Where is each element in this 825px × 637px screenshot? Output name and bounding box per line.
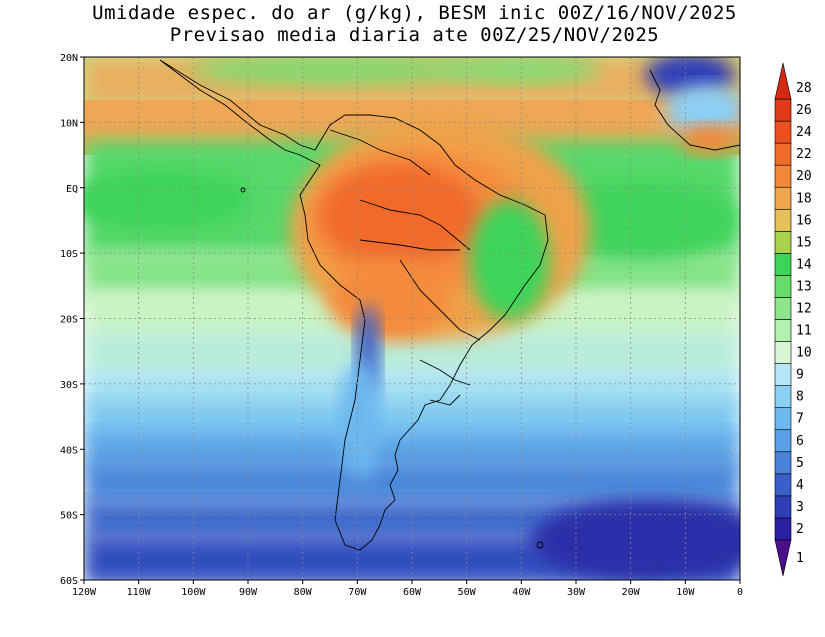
- colorbar-label: 28: [796, 81, 812, 96]
- colorbar-swatch: [774, 62, 792, 100]
- lat-tick-label: 20S: [60, 315, 78, 326]
- colorbar-label: 5: [796, 456, 804, 471]
- colorbar-swatch: [774, 407, 792, 431]
- colorbar-label: 4: [796, 478, 804, 493]
- map-title-line2: Previsao media diaria ate 00Z/25/NOV/202…: [169, 24, 660, 46]
- colorbar-swatch: [774, 341, 792, 364]
- lat-tick-label: 10N: [60, 118, 78, 129]
- lon-tick-label: 30W: [567, 587, 586, 598]
- lon-tick-label: 100W: [181, 587, 206, 598]
- lon-tick-label: 10W: [676, 587, 695, 598]
- colorbar-label: 14: [796, 257, 812, 272]
- humidity-field: [84, 57, 740, 580]
- colorbar-label: 9: [796, 368, 804, 383]
- lat-tick-label: 50S: [60, 511, 78, 522]
- colorbar-swatch: [774, 142, 792, 166]
- colorbar-label: 26: [796, 103, 812, 118]
- colorbar-swatch: [774, 231, 792, 254]
- colorbar-label: 12: [796, 301, 812, 316]
- colorbar-swatch: [774, 275, 792, 298]
- axis-ticks: 120W 110W 100W 90W 80W 70W 60W 50W 40W 30W 20W 10W 0…: [60, 53, 743, 598]
- colorbar-swatch: [774, 363, 792, 386]
- colorbar-swatch: [774, 495, 792, 519]
- colorbar-label: 10: [796, 346, 812, 361]
- lat-tick-label: 20N: [60, 53, 78, 64]
- graticule: [84, 57, 740, 580]
- colorbar-label: 13: [796, 279, 812, 294]
- colorbar-label: 7: [796, 412, 804, 427]
- lat-tick-label: 10S: [60, 249, 78, 260]
- lon-tick-label: 70W: [348, 587, 367, 598]
- colorbar-swatch: [774, 319, 792, 342]
- lon-tick-label: 40W: [512, 587, 531, 598]
- colorbar-label: 11: [796, 324, 812, 339]
- colorbar-label: 2: [796, 522, 804, 537]
- colorbar-swatch: [774, 208, 792, 232]
- lat-tick-label: EQ: [66, 184, 78, 195]
- map-title-line1: Umidade espec. do ar (g/kg), BESM inic 0…: [92, 2, 737, 24]
- colorbar-swatch: [774, 539, 792, 577]
- lat-tick-label: 60S: [60, 576, 78, 587]
- colorbar-label: 24: [796, 125, 812, 140]
- colorbar-swatch: [774, 297, 792, 320]
- colorbar-label: 8: [796, 390, 804, 405]
- lon-tick-label: 60W: [403, 587, 422, 598]
- lon-tick-label: 90W: [239, 587, 258, 598]
- lon-tick-label: 0: [737, 587, 743, 598]
- colorbar-swatch: [774, 98, 792, 122]
- colorbar-label: 16: [796, 213, 812, 228]
- colorbar-swatch: [774, 186, 792, 210]
- colorbar-swatch: [774, 429, 792, 453]
- colorbar-label: 6: [796, 434, 804, 449]
- colorbar-swatch: [774, 451, 792, 475]
- lon-tick-label: 120W: [72, 587, 97, 598]
- lat-tick-label: 40S: [60, 445, 78, 456]
- colorbar-label: 15: [796, 235, 812, 250]
- colorbar-swatch: [774, 164, 792, 188]
- colorbar-swatch: [774, 253, 792, 276]
- colorbar-label: 3: [796, 500, 804, 515]
- colorbar-label: 18: [796, 191, 812, 206]
- colorbar-swatch: [774, 385, 792, 408]
- colorbar-label: 22: [796, 147, 812, 162]
- colorbar-label: 20: [796, 169, 812, 184]
- lat-tick-label: 30S: [60, 380, 78, 391]
- colorbar-swatch: [774, 517, 792, 541]
- lon-tick-label: 20W: [622, 587, 641, 598]
- colorbar-label: 1: [796, 551, 804, 566]
- lon-tick-label: 80W: [294, 587, 313, 598]
- lon-tick-label: 50W: [458, 587, 477, 598]
- colorbar-swatch: [774, 120, 792, 144]
- colorbar-swatch: [774, 473, 792, 497]
- lon-tick-label: 110W: [127, 587, 152, 598]
